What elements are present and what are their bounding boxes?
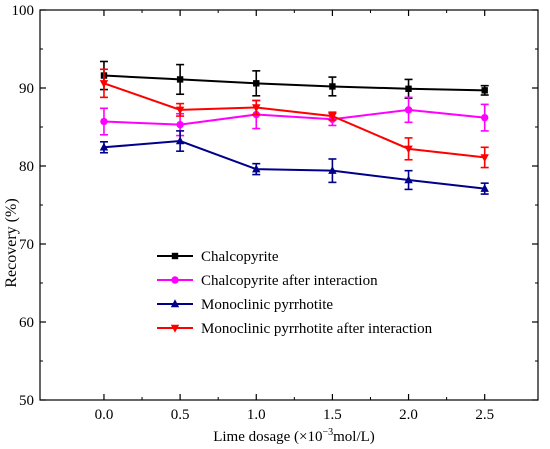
data-point <box>176 120 184 129</box>
data-point <box>404 145 413 154</box>
x-tick-label: 2.5 <box>475 407 494 423</box>
x-axis-label: Lime dosage (×10−3mol/L) <box>213 427 375 445</box>
series-line <box>103 82 485 159</box>
data-point <box>100 117 108 126</box>
plot-frame <box>39 9 539 401</box>
data-point <box>176 76 184 83</box>
data-point <box>175 136 185 145</box>
x-tick-label: 0.5 <box>171 407 190 423</box>
data-point <box>329 83 336 90</box>
y-tick-label: 70 <box>19 237 34 253</box>
axis-ticks: 0.0 0.5 1.0 1.5 2.0 2.5 50 60 70 80 90 100 <box>12 3 538 423</box>
y-tick-label: 60 <box>19 315 34 331</box>
series-1 <box>99 60 489 99</box>
legend-marker <box>170 299 180 308</box>
data-point <box>253 80 260 87</box>
series-4 <box>99 68 489 169</box>
series-line <box>103 74 485 92</box>
legend-label: Monoclinic pyrrhotite after interaction <box>201 321 433 337</box>
data-point <box>99 142 109 151</box>
data-point <box>481 87 488 94</box>
legend-label: Chalcopyrite after interaction <box>201 273 378 289</box>
data-point <box>175 106 185 115</box>
legend: Chalcopyrite Chalcopyrite after interacti… <box>157 249 433 337</box>
legend-label: Monoclinic pyrrhotite <box>201 297 333 313</box>
legend-label: Chalcopyrite <box>201 249 279 265</box>
legend-item-1: Chalcopyrite <box>157 249 279 265</box>
series-line <box>103 140 485 190</box>
legend-item-2: Chalcopyrite after interaction <box>157 273 378 289</box>
data-point <box>99 80 109 89</box>
data-point <box>328 165 337 174</box>
data-point <box>404 175 413 184</box>
x-axis-label-prefix: Lime dosage (×10 <box>213 429 322 445</box>
legend-marker <box>171 252 179 260</box>
data-point <box>328 112 337 121</box>
data-point <box>480 113 489 122</box>
series-line <box>103 108 485 126</box>
y-tick-label: 50 <box>19 393 34 409</box>
y-tick-label: 100 <box>12 3 35 19</box>
plot-area-border <box>39 9 539 401</box>
legend-marker <box>170 324 180 333</box>
series-3 <box>99 130 489 195</box>
series-layer <box>99 60 489 195</box>
data-point <box>252 104 261 113</box>
y-tick-label: 90 <box>19 81 34 97</box>
x-tick-label: 1.5 <box>323 407 342 423</box>
legend-item-3: Monoclinic pyrrhotite <box>157 297 333 313</box>
x-tick-label: 1.0 <box>247 407 266 423</box>
data-point <box>405 85 412 92</box>
data-point <box>480 154 489 163</box>
legend-item-4: Monoclinic pyrrhotite after interaction <box>157 321 433 337</box>
legend-marker <box>171 276 179 284</box>
data-point <box>252 164 261 173</box>
y-tick-label: 80 <box>19 159 34 175</box>
x-axis-label-exponent: −3 <box>322 427 333 438</box>
data-point <box>404 106 413 114</box>
x-tick-label: 2.0 <box>399 407 418 423</box>
x-axis-label-suffix: mol/L) <box>333 429 375 445</box>
y-axis-label: Recovery (%) <box>3 198 20 287</box>
x-tick-label: 0.0 <box>95 407 114 423</box>
data-point <box>480 183 489 192</box>
